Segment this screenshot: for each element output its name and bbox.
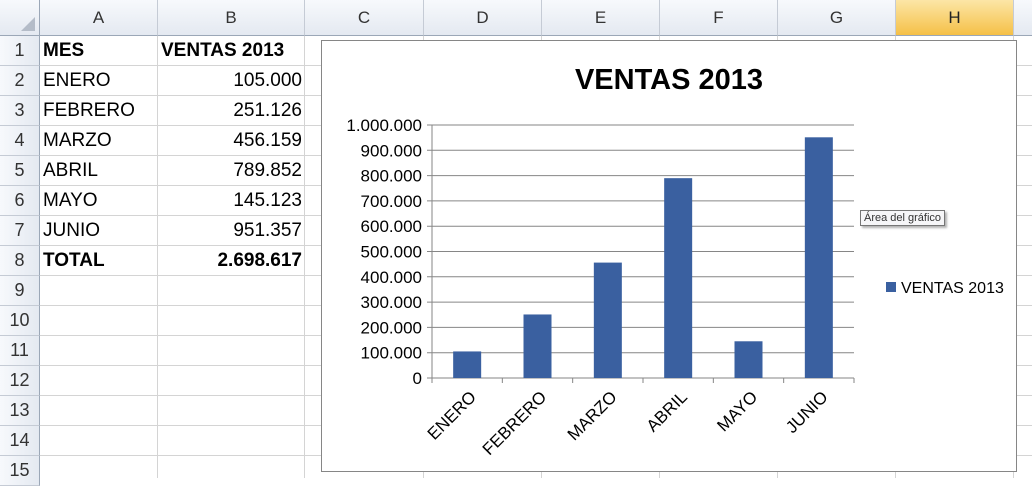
y-tick-label: 800.000 (361, 167, 422, 186)
row-header-6[interactable]: 6 (0, 186, 40, 216)
select-all-corner[interactable] (0, 0, 40, 36)
row-header-15[interactable]: 15 (0, 456, 40, 486)
cell-a7[interactable]: JUNIO (43, 220, 100, 241)
y-tick-label: 300.000 (361, 293, 422, 312)
y-tick-label: 900.000 (361, 141, 422, 160)
legend-swatch (886, 282, 896, 292)
cell-b8[interactable]: 2.698.617 (217, 250, 302, 271)
cell-b2[interactable]: 105.000 (233, 70, 302, 91)
column-header-f[interactable]: F (660, 0, 778, 36)
chart-title: VENTAS 2013 (575, 64, 763, 96)
bar-marzo[interactable] (593, 262, 622, 378)
cell-a5[interactable]: ABRIL (43, 160, 98, 181)
row-header-7[interactable]: 7 (0, 216, 40, 246)
row-header-14[interactable]: 14 (0, 426, 40, 456)
cell-a2[interactable]: ENERO (43, 70, 111, 91)
column-header-a[interactable]: A (40, 0, 158, 36)
chart-area[interactable]: 0 100.000 200.000 300.000 400.000 500.000 600.… (321, 40, 1017, 472)
cell-b5[interactable]: 789.852 (233, 160, 302, 181)
y-tick-label: 100.000 (361, 344, 422, 363)
column-header-e[interactable]: E (542, 0, 660, 36)
cell-b4[interactable]: 456.159 (233, 130, 302, 151)
row-header-13[interactable]: 13 (0, 396, 40, 426)
bar-mayo[interactable] (734, 341, 763, 378)
x-tick-label: FEBRERO (479, 387, 551, 459)
y-tick-label: 400.000 (361, 268, 422, 287)
y-tick-label: 700.000 (361, 192, 422, 211)
bar-chart: 0 100.000 200.000 300.000 400.000 500.000 600.… (346, 64, 1004, 459)
column-header-b[interactable]: B (158, 0, 305, 36)
bar-junio[interactable] (804, 137, 833, 378)
x-tick-label: MARZO (564, 387, 621, 444)
column-header-d[interactable]: D (424, 0, 542, 36)
cell-b1[interactable]: VENTAS 2013 (161, 40, 285, 61)
cell-b7[interactable]: 951.357 (233, 220, 302, 241)
row-header-4[interactable]: 4 (0, 126, 40, 156)
grid-line (304, 36, 305, 478)
grid-line (157, 36, 158, 478)
bar-enero[interactable] (453, 351, 482, 378)
cell-a8[interactable]: TOTAL (43, 250, 105, 271)
x-tick-label: ENERO (424, 387, 480, 443)
column-header-c[interactable]: C (305, 0, 424, 36)
chart-area-tooltip: Área del gráfico (860, 210, 946, 226)
row-header-8[interactable]: 8 (0, 246, 40, 276)
row-header-3[interactable]: 3 (0, 96, 40, 126)
cell-b3[interactable]: 251.126 (233, 100, 302, 121)
y-tick-label: 0 (413, 369, 422, 388)
column-header-g[interactable]: G (778, 0, 896, 36)
row-header-12[interactable]: 12 (0, 366, 40, 396)
bar-febrero[interactable] (523, 314, 552, 378)
cell-a3[interactable]: FEBRERO (43, 100, 135, 121)
row-header-1[interactable]: 1 (0, 36, 40, 66)
cell-a4[interactable]: MARZO (43, 130, 112, 151)
row-header-10[interactable]: 10 (0, 306, 40, 336)
y-tick-label: 600.000 (361, 217, 422, 236)
legend-label: VENTAS 2013 (901, 280, 1004, 297)
row-header-5[interactable]: 5 (0, 156, 40, 186)
x-tick-label: MAYO (713, 387, 761, 435)
column-header-next[interactable] (1014, 0, 1032, 36)
bar-abril[interactable] (664, 178, 693, 378)
y-tick-label: 500.000 (361, 243, 422, 262)
row-header-11[interactable]: 11 (0, 336, 40, 366)
x-tick-label: JUNIO (782, 387, 831, 436)
cell-a1[interactable]: MES (43, 40, 85, 61)
y-tick-label: 200.000 (361, 318, 422, 337)
x-tick-label: ABRIL (643, 387, 691, 435)
cell-a6[interactable]: MAYO (43, 190, 98, 211)
row-header-2[interactable]: 2 (0, 66, 40, 96)
column-header-h[interactable]: H (896, 0, 1014, 36)
cell-b6[interactable]: 145.123 (233, 190, 302, 211)
y-tick-label: 1.000.000 (346, 116, 422, 135)
row-header-9[interactable]: 9 (0, 276, 40, 306)
